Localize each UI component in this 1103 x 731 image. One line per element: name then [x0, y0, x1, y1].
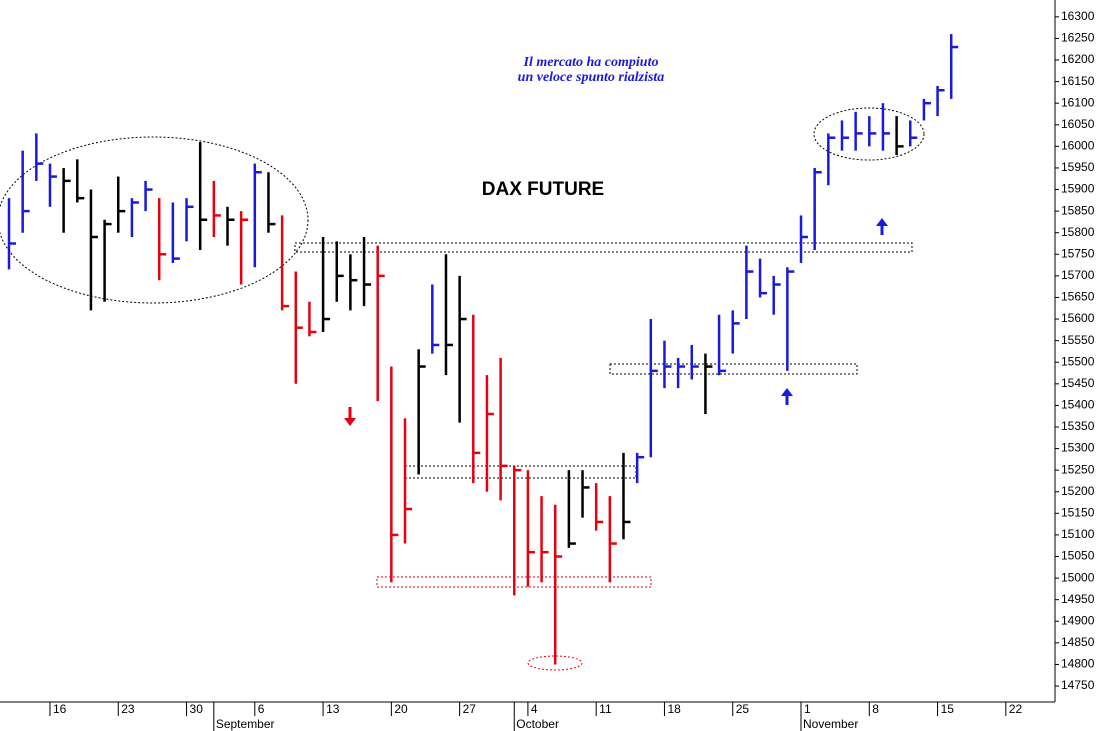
y-tick-label: 14750 [1061, 678, 1095, 692]
y-tick-label: 14850 [1061, 635, 1095, 649]
y-tick-label: 16300 [1061, 9, 1095, 23]
x-tick-label: 13 [326, 702, 340, 716]
chart-title: DAX FUTURE [482, 179, 604, 200]
y-tick-label: 16000 [1061, 139, 1095, 153]
y-tick-label: 14800 [1061, 657, 1095, 671]
y-tick-label: 15750 [1061, 246, 1095, 260]
y-tick-label: 16050 [1061, 117, 1095, 131]
y-tick-label: 15400 [1061, 398, 1095, 412]
arrow-up [781, 388, 793, 405]
y-tick-label: 15650 [1061, 290, 1095, 304]
y-tick-label: 14950 [1061, 592, 1095, 606]
y-tick-label: 15450 [1061, 376, 1095, 390]
arrow-down [344, 407, 356, 426]
month-label: September [216, 717, 275, 731]
arrow-up [876, 218, 888, 235]
annotation: Il mercato ha compiuto [523, 55, 659, 70]
x-tick-label: 27 [463, 702, 477, 716]
x-tick-label: 18 [667, 702, 681, 716]
y-tick-label: 14900 [1061, 613, 1095, 627]
y-tick-label: 15200 [1061, 484, 1095, 498]
y-tick-label: 15100 [1061, 527, 1095, 541]
x-tick-label: 20 [394, 702, 408, 716]
x-tick-label: 4 [531, 702, 538, 716]
y-tick-label: 16200 [1061, 52, 1095, 66]
y-tick-label: 15050 [1061, 549, 1095, 563]
y-tick-label: 16250 [1061, 31, 1095, 45]
y-tick-label: 15550 [1061, 333, 1095, 347]
y-tick-label: 15850 [1061, 203, 1095, 217]
highlight-ellipse [0, 136, 309, 304]
x-tick-label: 25 [736, 702, 750, 716]
y-tick-label: 16150 [1061, 74, 1095, 88]
resistance-box [294, 242, 913, 253]
x-tick-label: 16 [53, 702, 67, 716]
y-tick-label: 15700 [1061, 268, 1095, 282]
x-tick-label: 8 [872, 702, 879, 716]
y-tick-label: 15300 [1061, 441, 1095, 455]
y-tick-label: 15800 [1061, 225, 1095, 239]
x-tick-label: 6 [258, 702, 265, 716]
support-box [609, 363, 858, 375]
x-tick-label: 15 [941, 702, 955, 716]
x-tick-label: 30 [190, 702, 204, 716]
month-label: October [516, 717, 559, 731]
high-ellipse [813, 107, 925, 161]
y-tick-label: 15000 [1061, 570, 1095, 584]
y-tick-label: 15600 [1061, 311, 1095, 325]
x-tick-label: 1 [804, 702, 811, 716]
y-tick-label: 15950 [1061, 160, 1095, 174]
x-tick-label: 11 [599, 702, 612, 716]
y-tick-label: 15150 [1061, 506, 1095, 520]
month-label: November [803, 717, 858, 731]
y-tick-label: 16100 [1061, 95, 1095, 109]
y-tick-label: 15500 [1061, 354, 1095, 368]
x-tick-label: 23 [121, 702, 135, 716]
y-tick-label: 15250 [1061, 462, 1095, 476]
y-tick-label: 15900 [1061, 182, 1095, 196]
y-tick-label: 15350 [1061, 419, 1095, 433]
x-tick-label: 22 [1009, 702, 1023, 716]
low-ellipse [527, 655, 583, 671]
annotation: un veloce spunto rialzista [518, 70, 665, 85]
